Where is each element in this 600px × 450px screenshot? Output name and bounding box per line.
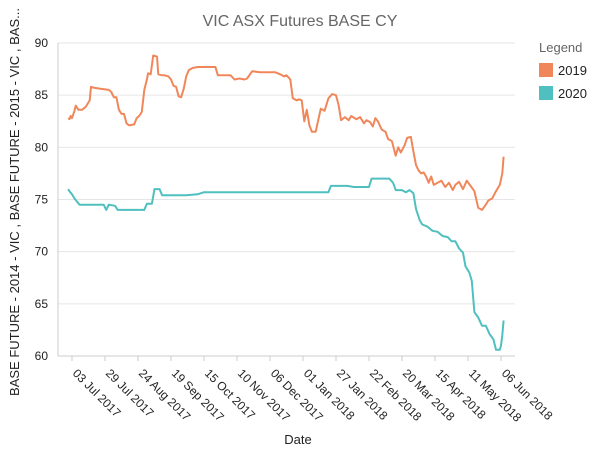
- y-tick-label: 60: [35, 349, 49, 363]
- y-tick-label: 90: [35, 36, 49, 50]
- gridlines: [58, 42, 515, 357]
- y-tick-label: 80: [35, 140, 49, 154]
- y-tick-label: 70: [35, 245, 49, 259]
- legend-swatch-2020: [539, 86, 553, 100]
- y-tick-label: 85: [35, 88, 49, 102]
- series-line-2019: [67, 54, 505, 211]
- y-tick-label: 65: [35, 297, 49, 311]
- y-axis-label: BASE FUTURE - 2014 - VIC , BASE FUTURE -…: [7, 8, 22, 396]
- legend-label-2020: 2020: [558, 86, 587, 101]
- legend-title: Legend: [539, 40, 582, 55]
- legend-swatch-2019: [539, 63, 553, 77]
- series-line-2020: [67, 177, 505, 351]
- legend: Legend 2019 2020: [539, 40, 587, 101]
- y-tick-label: 75: [35, 193, 49, 207]
- series-lines: [67, 54, 505, 351]
- legend-label-2019: 2019: [558, 63, 587, 78]
- y-axis-ticks: 60 65 70 75 80 85 90: [35, 36, 49, 363]
- x-axis-label: Date: [284, 432, 311, 447]
- chart-title: VIC ASX Futures BASE CY: [203, 13, 398, 30]
